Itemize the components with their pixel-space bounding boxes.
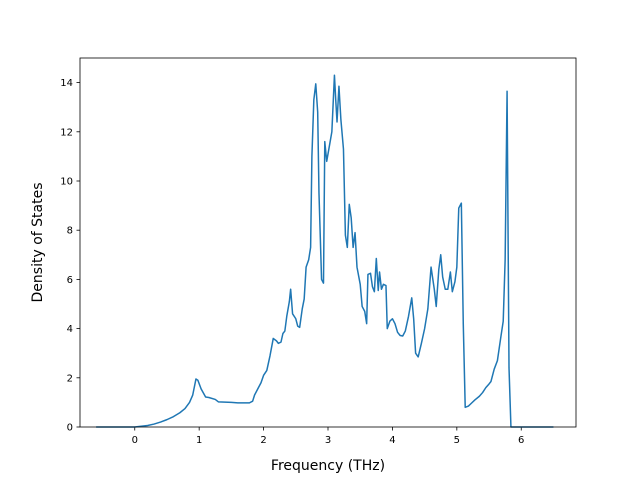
plot-frame — [79, 57, 577, 428]
y-tick-label: 0 — [67, 423, 73, 434]
x-axis-label: Frequency (THz) — [271, 458, 385, 474]
x-tick-label: 5 — [454, 435, 460, 446]
x-tick-labels: 0 1 2 3 4 5 6 — [132, 435, 525, 446]
y-tick-label: 6 — [67, 275, 73, 286]
y-tick-label: 12 — [60, 127, 73, 138]
series-layer — [96, 74, 554, 428]
y-tick-labels: 0 2 4 6 8 10 12 14 — [60, 78, 73, 433]
x-tick-label: 0 — [132, 435, 138, 446]
x-tick-label: 4 — [389, 435, 395, 446]
y-tick-label: 2 — [67, 373, 73, 384]
y-tick-label: 8 — [67, 226, 73, 237]
x-tick-label: 1 — [196, 435, 202, 446]
x-tick-label: 6 — [518, 435, 524, 446]
y-axis-label: Density of States — [30, 183, 46, 303]
x-tick-label: 2 — [260, 435, 266, 446]
y-tick-label: 10 — [60, 177, 73, 188]
axis-ticks — [76, 82, 522, 431]
y-tick-label: 14 — [60, 78, 73, 89]
x-tick-label: 3 — [325, 435, 331, 446]
dos-series-line — [96, 74, 554, 428]
y-tick-label: 4 — [67, 324, 73, 335]
